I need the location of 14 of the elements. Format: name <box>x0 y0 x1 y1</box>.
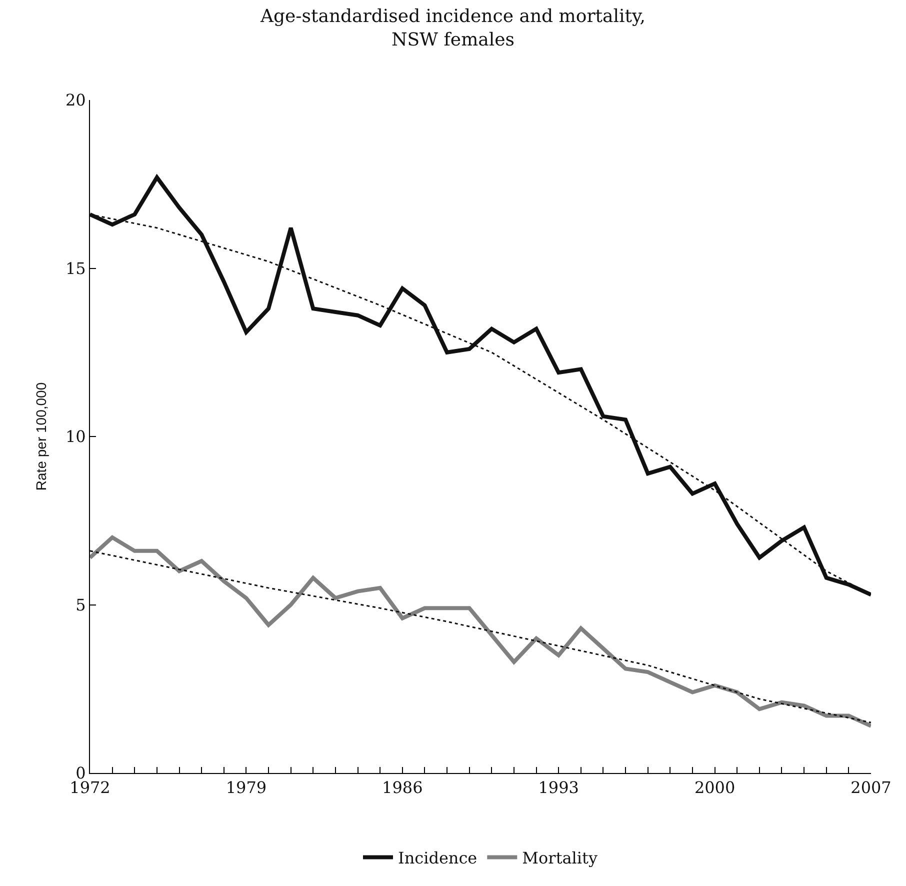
y-axis-title: Rate per 100,000 <box>33 382 50 491</box>
y-tick-label: 15 <box>65 258 86 278</box>
x-tick-label: 1993 <box>538 778 579 798</box>
chart-title: Age-standardised incidence and mortality, NSW females <box>259 6 646 51</box>
y-tick-label: 5 <box>76 595 86 614</box>
legend-label: Incidence <box>398 848 478 868</box>
x-tick-label: 1979 <box>226 778 267 798</box>
y-tick-label: 10 <box>65 427 86 446</box>
y-tick-label: 20 <box>65 90 86 110</box>
x-tick-label: 2007 <box>850 778 892 798</box>
x-tick-label: 1972 <box>70 778 110 798</box>
x-tick-label: 1986 <box>382 778 423 798</box>
legend-label: Mortality <box>522 848 598 868</box>
x-tick-label: 2000 <box>694 778 736 798</box>
